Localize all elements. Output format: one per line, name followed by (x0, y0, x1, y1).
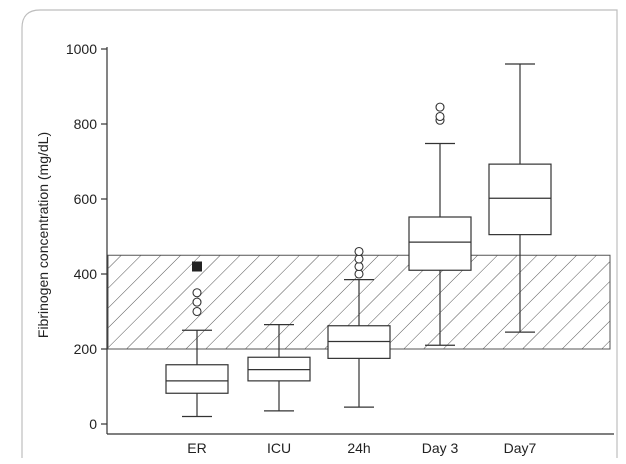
box-group (247, 324, 311, 412)
outlier-point (354, 261, 364, 272)
x-tick-label: ICU (267, 440, 291, 456)
outlier-point (354, 254, 364, 264)
x-tick-label: ER (187, 440, 206, 456)
x-tick-label: Day 3 (422, 440, 459, 456)
figure-border (21, 9, 618, 458)
y-tick-label: 600 (74, 191, 98, 207)
x-tick-label: 24h (347, 440, 370, 456)
outlier-point (192, 306, 202, 317)
y-tick-label: 400 (74, 266, 98, 282)
box-iqr (488, 163, 552, 236)
outlier-point (354, 246, 364, 257)
y-tick-label: 800 (74, 116, 98, 132)
outlier-point (435, 111, 445, 122)
box-group (488, 63, 552, 333)
y-tick-label: 200 (74, 341, 98, 357)
outlier-point (192, 288, 202, 298)
box-iqr (408, 216, 472, 271)
outlier-point (192, 297, 202, 307)
x-tick-label: Day7 (504, 440, 537, 456)
box-iqr (165, 364, 229, 394)
y-tick-label: 1000 (66, 41, 97, 57)
box-group (165, 261, 229, 418)
y-axis-label: Fibrinogen concentration (mg/dL) (35, 132, 51, 338)
outlier-point (435, 102, 445, 112)
extreme-outlier-point (192, 261, 202, 272)
box-group (327, 246, 391, 408)
box-group (408, 102, 472, 346)
y-tick-label: 0 (89, 416, 97, 432)
outlier-point (354, 269, 364, 279)
